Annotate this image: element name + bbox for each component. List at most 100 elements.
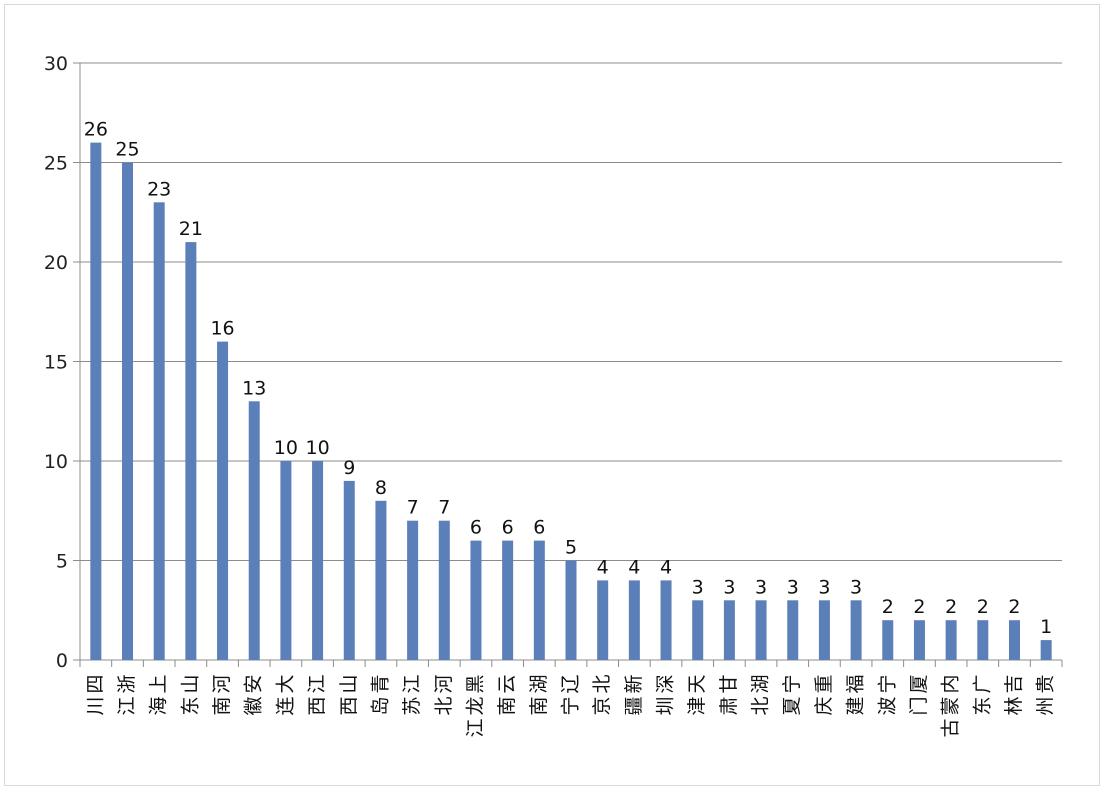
category-char: 上 xyxy=(148,674,170,693)
category-char: 广 xyxy=(971,674,993,693)
category-label: 河南 xyxy=(211,674,233,715)
bar xyxy=(122,162,134,660)
bar xyxy=(343,480,355,660)
data-label: 13 xyxy=(242,377,266,399)
bar xyxy=(502,540,514,660)
bar xyxy=(1040,640,1052,660)
category-char: 龙 xyxy=(464,696,486,715)
bar xyxy=(787,600,799,660)
bar xyxy=(153,202,165,661)
bar xyxy=(882,620,894,660)
bar xyxy=(470,540,482,660)
category-char: 夏 xyxy=(781,696,803,715)
bar xyxy=(217,341,229,660)
category-label: 山东 xyxy=(179,674,201,715)
bar xyxy=(1008,620,1020,660)
category-label: 吉林 xyxy=(1003,674,1025,715)
data-label: 2 xyxy=(1008,596,1020,618)
category-char: 连 xyxy=(274,696,296,715)
bar xyxy=(407,520,419,660)
bar xyxy=(945,620,957,660)
data-label: 7 xyxy=(407,497,419,519)
category-char: 西 xyxy=(338,696,360,715)
category-label: 内蒙古 xyxy=(940,674,962,737)
category-char: 林 xyxy=(1003,696,1025,715)
category-label: 安徽 xyxy=(243,674,265,715)
data-label: 1 xyxy=(1040,616,1052,638)
category-char: 贵 xyxy=(1035,674,1057,693)
category-char: 宁 xyxy=(560,696,582,715)
category-label: 黑龙江 xyxy=(464,674,486,737)
bar xyxy=(723,600,735,660)
category-char: 吉 xyxy=(1003,674,1025,693)
data-label: 4 xyxy=(660,556,672,578)
category-char: 黑 xyxy=(464,674,486,693)
category-char: 庆 xyxy=(813,696,835,715)
category-char: 重 xyxy=(813,674,835,693)
y-tick-label: 5 xyxy=(56,551,68,573)
data-label: 8 xyxy=(375,477,387,499)
data-label: 3 xyxy=(787,576,799,598)
category-char: 东 xyxy=(179,696,201,715)
category-label: 宁夏 xyxy=(781,674,803,715)
data-label: 21 xyxy=(179,218,203,240)
category-label: 甘肃 xyxy=(718,674,740,715)
category-char: 南 xyxy=(211,696,233,715)
data-label: 6 xyxy=(502,517,514,539)
category-char: 徽 xyxy=(243,696,265,715)
data-label: 2 xyxy=(977,596,989,618)
category-char: 安 xyxy=(243,674,265,693)
category-char: 深 xyxy=(655,674,677,693)
category-char: 州 xyxy=(1035,696,1057,715)
category-char: 北 xyxy=(591,674,613,693)
y-tick-label: 20 xyxy=(44,252,68,274)
category-char: 福 xyxy=(845,674,867,693)
data-label: 2 xyxy=(945,596,957,618)
category-label: 江西 xyxy=(306,674,328,715)
data-label: 2 xyxy=(882,596,894,618)
category-label: 浙江 xyxy=(116,674,138,715)
category-char: 辽 xyxy=(560,674,582,693)
data-label: 26 xyxy=(84,119,108,141)
data-label: 3 xyxy=(850,576,862,598)
category-label: 湖北 xyxy=(750,674,772,715)
bar xyxy=(692,600,704,660)
category-char: 浙 xyxy=(116,674,138,693)
bar xyxy=(248,401,260,660)
category-char: 江 xyxy=(306,674,328,693)
category-char: 北 xyxy=(750,696,772,715)
category-char: 南 xyxy=(528,696,550,715)
category-label: 新疆 xyxy=(623,674,645,715)
category-char: 波 xyxy=(876,696,898,715)
category-char: 川 xyxy=(84,696,106,715)
category-char: 河 xyxy=(211,674,233,693)
category-char: 京 xyxy=(591,696,613,715)
category-char: 大 xyxy=(274,674,296,693)
category-label: 河北 xyxy=(433,674,455,715)
bar xyxy=(597,580,609,660)
y-tick-label: 15 xyxy=(44,352,68,374)
category-char: 厦 xyxy=(908,674,930,693)
bar xyxy=(90,142,102,661)
category-label: 江苏 xyxy=(401,674,423,715)
category-char: 疆 xyxy=(623,696,645,715)
data-label: 7 xyxy=(438,497,450,519)
category-char: 西 xyxy=(306,696,328,715)
data-label: 9 xyxy=(343,457,355,479)
data-label: 3 xyxy=(692,576,704,598)
category-label: 四川 xyxy=(84,674,106,715)
category-label: 贵州 xyxy=(1035,674,1057,715)
category-char: 津 xyxy=(686,696,708,715)
data-label: 3 xyxy=(755,576,767,598)
bar xyxy=(660,580,672,660)
category-label: 青岛 xyxy=(369,674,391,715)
category-label: 厦门 xyxy=(908,674,930,715)
category-char: 河 xyxy=(433,674,455,693)
category-label: 云南 xyxy=(496,674,518,715)
category-label: 天津 xyxy=(686,674,708,715)
data-label: 10 xyxy=(274,437,298,459)
data-label: 2 xyxy=(913,596,925,618)
bar xyxy=(438,520,450,660)
bar xyxy=(818,600,830,660)
category-label: 上海 xyxy=(148,674,170,715)
